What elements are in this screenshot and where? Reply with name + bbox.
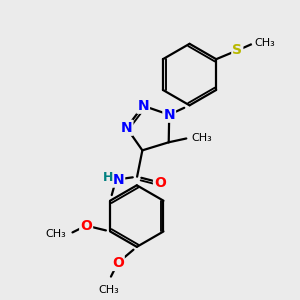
Text: O: O [80, 219, 92, 232]
Text: CH₃: CH₃ [191, 133, 212, 143]
Text: O: O [154, 176, 166, 190]
Text: N: N [112, 172, 124, 187]
Text: CH₃: CH₃ [46, 230, 66, 239]
Text: O: O [112, 256, 124, 270]
Text: N: N [121, 121, 132, 135]
Text: S: S [232, 44, 242, 57]
Text: H: H [103, 171, 113, 184]
Text: N: N [164, 108, 175, 122]
Text: CH₃: CH₃ [254, 38, 275, 48]
Text: CH₃: CH₃ [99, 285, 119, 295]
Text: N: N [137, 99, 149, 113]
